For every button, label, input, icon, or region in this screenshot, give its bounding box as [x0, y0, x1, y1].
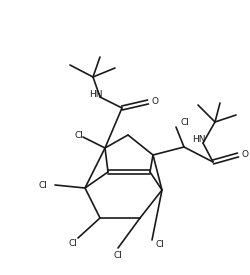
Text: Cl: Cl	[68, 240, 77, 249]
Text: Cl: Cl	[180, 117, 189, 126]
Text: HN: HN	[192, 134, 205, 144]
Text: Cl: Cl	[74, 131, 83, 139]
Text: Cl: Cl	[155, 241, 164, 249]
Text: O: O	[151, 97, 158, 106]
Text: HN: HN	[89, 89, 102, 98]
Text: O: O	[240, 150, 248, 158]
Text: Cl: Cl	[38, 180, 47, 189]
Text: Cl: Cl	[113, 251, 122, 260]
